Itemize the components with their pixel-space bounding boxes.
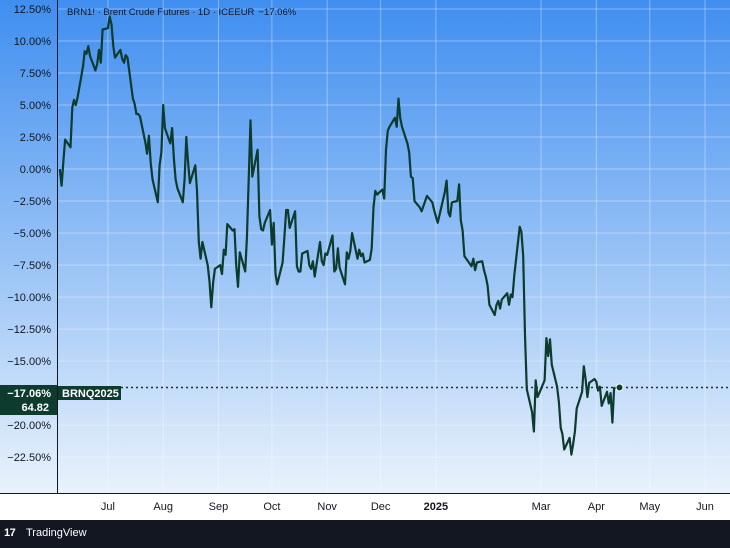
last-value-labels: −17.06% 64.82 BRNQ2025 [0,385,121,415]
y-tick-label: −20.00% [7,420,51,432]
x-axis-background [0,494,730,520]
x-tick-label: Mar [532,501,551,513]
y-tick-label: −7.50% [13,260,51,272]
series-name-label: BRNQ2025 [62,388,119,400]
y-tick-label: 0.00% [20,164,51,176]
y-tick-label: −15.00% [7,356,51,368]
tradingview-logo-icon[interactable]: 17 [4,527,16,539]
y-tick-label: 10.00% [14,36,52,48]
x-tick-label: Apr [588,501,605,513]
x-axis: Jul Aug Sep Oct Nov Dec 2025 Mar Apr May Jun [101,501,714,513]
x-tick-label: Oct [263,501,280,513]
tradingview-brand[interactable]: TradingView [26,527,87,539]
x-tick-label: 2025 [424,501,448,513]
y-tick-label: 5.00% [20,100,51,112]
last-value-price: 64.82 [21,402,49,414]
x-tick-label: Jul [101,501,115,513]
x-tick-label: Jun [696,501,714,513]
y-tick-label: 7.50% [20,68,51,80]
chart[interactable]: 12.50% 10.00% 7.50% 5.00% 2.50% 0.00% −2.50% −5… [0,0,730,520]
grid [58,0,730,493]
x-tick-label: Dec [371,501,391,513]
y-tick-label: −22.50% [7,452,51,464]
y-tick-label: 12.50% [14,4,52,16]
last-value-dot [615,383,624,392]
plot-background [0,0,730,493]
series-name-badge [58,386,121,400]
last-value-badge [0,385,57,415]
series-line-brnq2025 [58,15,620,456]
x-tick-label: Aug [153,501,173,513]
y-tick-label: 2.50% [20,132,51,144]
footer: 17 TradingView [0,520,730,548]
y-tick-label: −5.00% [13,228,51,240]
y-tick-label: −12.50% [7,324,51,336]
x-tick-label: May [639,501,660,513]
y-tick-label: −2.50% [13,196,51,208]
chart-title: BRN1! · Brent Crude Futures · 1D · ICEEU… [67,7,297,18]
y-axis: 12.50% 10.00% 7.50% 5.00% 2.50% 0.00% −2.50% −5… [7,4,51,464]
x-tick-label: Sep [209,501,229,513]
x-tick-label: Nov [317,501,337,513]
y-tick-label: −10.00% [7,292,51,304]
last-value-percent: −17.06% [7,388,51,400]
